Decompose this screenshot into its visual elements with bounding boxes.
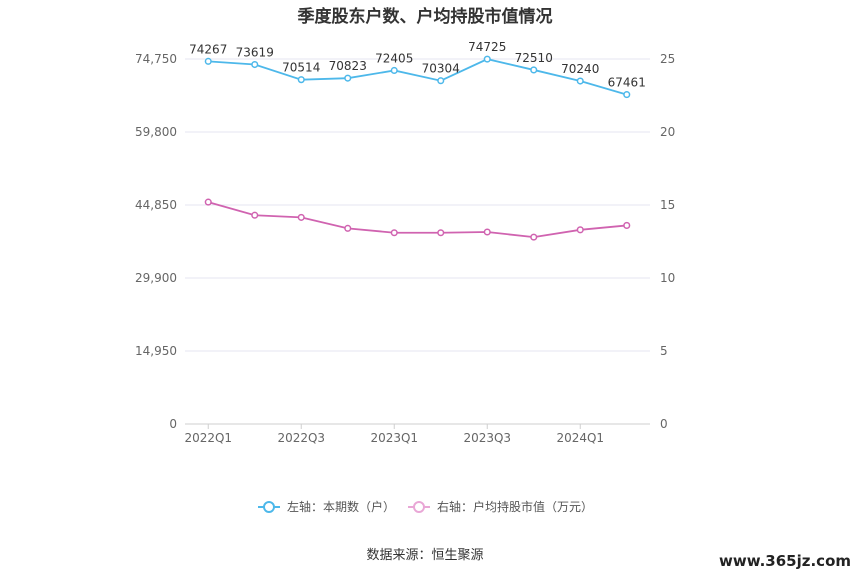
legend-label-households: 左轴：本期数（户） [287, 499, 395, 514]
right-tick-label: 25 [660, 52, 675, 66]
x-tick-label: 2022Q3 [277, 431, 325, 445]
legend-label-avg-value: 右轴：户均持股市值（万元） [437, 499, 593, 514]
watermark: www.365jz.com [719, 552, 850, 570]
grid [185, 58, 650, 425]
left-tick-label: 44,850 [135, 198, 177, 212]
right-tick-label: 15 [660, 198, 675, 212]
data-label: 72510 [515, 51, 553, 65]
data-label: 74725 [468, 40, 506, 54]
data-point [576, 77, 584, 85]
data-point [390, 229, 398, 237]
data-point [344, 74, 352, 82]
data-point [251, 211, 259, 219]
x-tick-label: 2023Q3 [463, 431, 511, 445]
data-point [297, 213, 305, 221]
data-point [204, 198, 212, 206]
series-layer: 74267 73619 70514 70823 72405 70304 74725 72510… [189, 40, 646, 241]
data-point [344, 224, 352, 232]
x-tick-label: 2023Q1 [370, 431, 418, 445]
series-line [208, 58, 628, 96]
data-point [437, 229, 445, 237]
legend-marker-households [263, 501, 275, 513]
right-tick-label: 0 [660, 417, 668, 431]
data-label: 70240 [561, 62, 599, 76]
data-label: 72405 [375, 51, 413, 65]
legend-item-avg-value[interactable]: 右轴：户均持股市值（万元） [408, 499, 593, 514]
legend-marker-avg-value [413, 501, 425, 513]
x-axis: 2022Q1 2022Q3 2023Q1 2023Q3 2024Q1 [184, 424, 604, 445]
data-point [483, 55, 491, 63]
right-tick-label: 5 [660, 344, 668, 358]
right-tick-label: 10 [660, 271, 675, 285]
series-line [208, 201, 627, 239]
data-point [576, 226, 584, 234]
data-point [530, 66, 538, 74]
data-label: 70304 [422, 62, 460, 76]
data-point [437, 77, 445, 85]
data-label: 73619 [236, 46, 274, 60]
data-point [623, 91, 631, 99]
data-point [297, 76, 305, 84]
x-tick-label: 2022Q1 [184, 431, 232, 445]
data-point [204, 57, 212, 65]
right-axis: 0 5 10 15 20 25 [660, 52, 675, 431]
chart-title: 季度股东户数、户均持股市值情况 [298, 6, 553, 27]
data-point [483, 228, 491, 236]
left-tick-label: 74,750 [135, 52, 177, 66]
left-tick-label: 14,950 [135, 344, 177, 358]
series-0: 74267 73619 70514 70823 72405 70304 74725 72510… [189, 40, 646, 99]
right-tick-label: 20 [660, 125, 675, 139]
source-text: 数据来源：恒生聚源 [366, 548, 483, 563]
data-label: 74267 [189, 42, 227, 56]
data-point [251, 60, 259, 69]
left-axis: 0 14,950 29,900 44,850 59,800 74,750 [135, 52, 177, 431]
data-point [390, 66, 398, 75]
left-tick-label: 0 [169, 417, 177, 431]
data-label: 70514 [282, 61, 320, 75]
series-1 [204, 198, 631, 241]
data-label: 67461 [608, 76, 646, 90]
data-label: 70823 [329, 59, 367, 73]
legend-item-households[interactable]: 左轴：本期数（户） [258, 499, 395, 514]
x-tick-label: 2024Q1 [556, 431, 604, 445]
data-point [530, 233, 538, 241]
left-tick-label: 59,800 [135, 125, 177, 139]
left-tick-label: 29,900 [135, 271, 177, 285]
data-point [623, 221, 631, 229]
legend[interactable]: 左轴：本期数（户） 右轴：户均持股市值（万元） [258, 499, 593, 514]
